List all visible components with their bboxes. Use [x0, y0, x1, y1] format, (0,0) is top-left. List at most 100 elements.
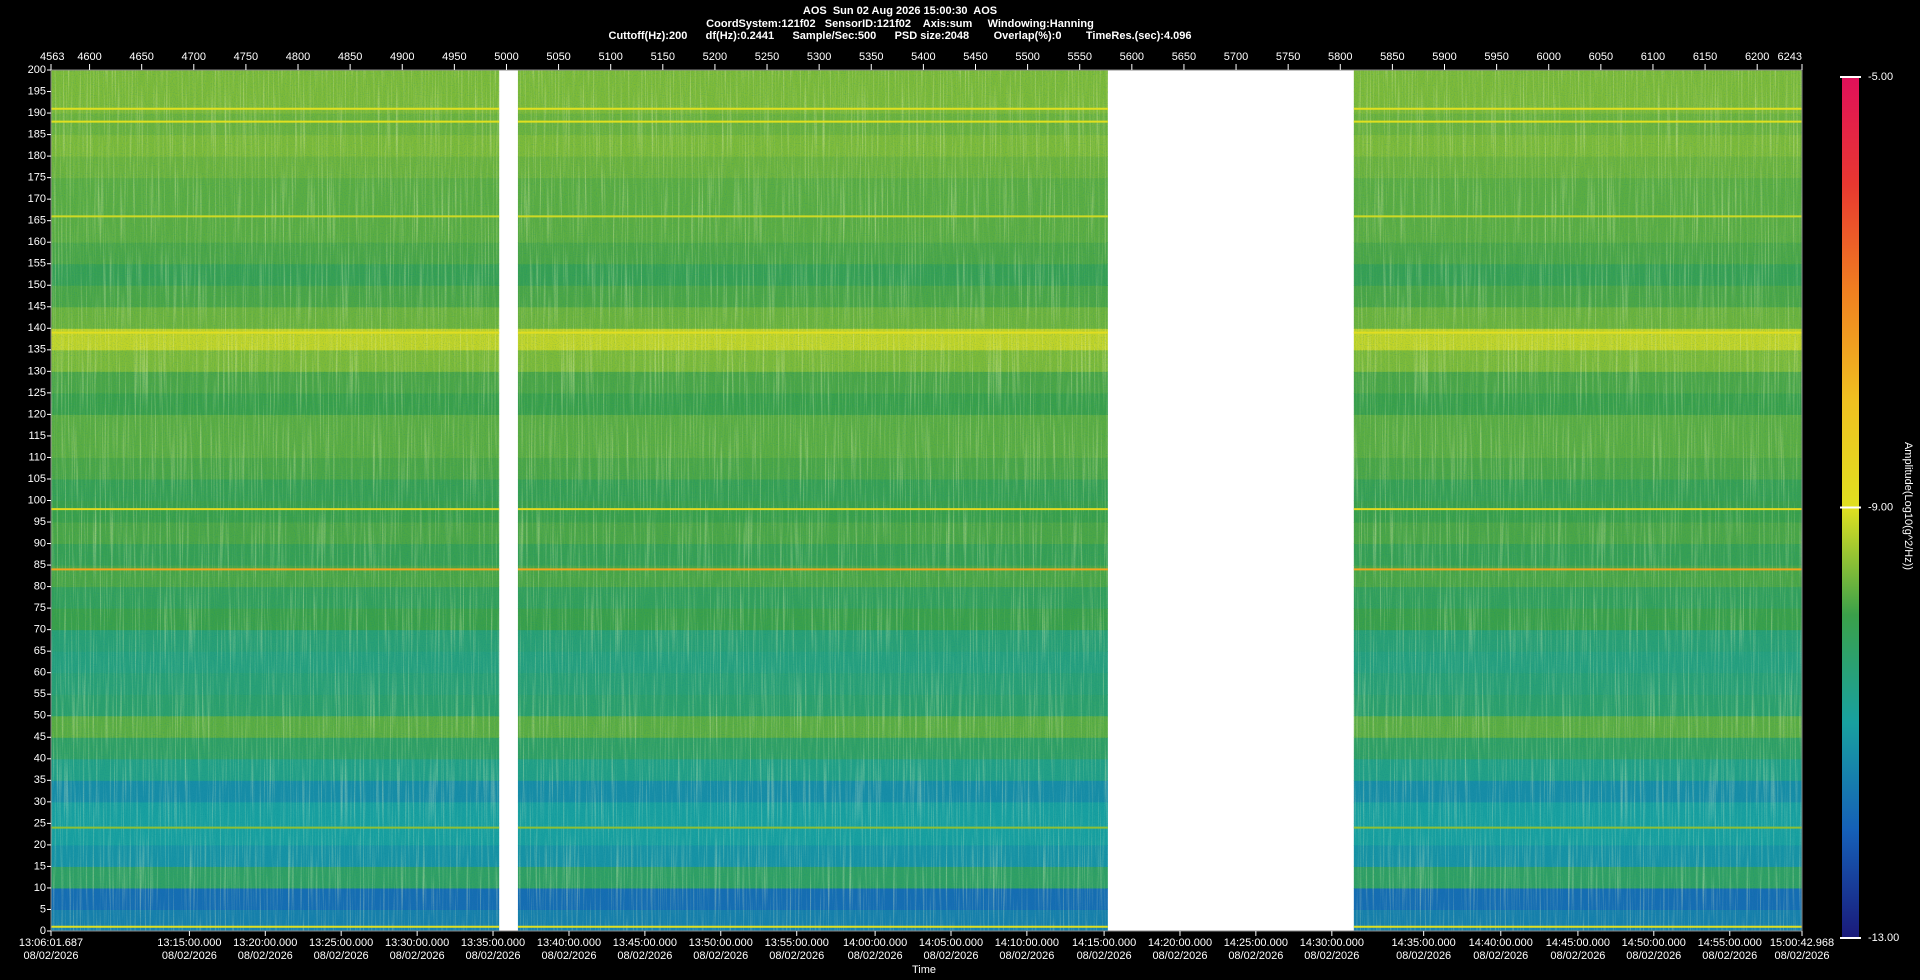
y-tick-label: 155: [28, 258, 46, 270]
y-tick-label: 65: [34, 645, 46, 657]
y-tick-label: 115: [28, 430, 46, 442]
y-tick-label: 75: [34, 602, 46, 614]
y-tick-label: 150: [28, 279, 46, 291]
x-tick-label: 4600: [77, 51, 101, 63]
y-tick-label: 190: [28, 107, 46, 119]
y-tick-label: 130: [28, 365, 46, 377]
time-tick-label: 13:06:01.687: [19, 937, 83, 949]
time-tick-date: 08/02/2026: [1396, 950, 1451, 962]
y-tick-label: 20: [34, 839, 46, 851]
time-tick-date: 08/02/2026: [1304, 950, 1359, 962]
time-tick-date: 08/02/2026: [1774, 950, 1829, 962]
time-tick-label: 14:20:00.000: [1148, 937, 1212, 949]
x-tick-label: 5500: [1015, 51, 1039, 63]
y-tick-label: 15: [34, 860, 46, 872]
time-tick-label: 14:05:00.000: [919, 937, 983, 949]
time-tick-date: 08/02/2026: [1550, 950, 1605, 962]
time-tick-label: 13:45:00.000: [613, 937, 677, 949]
y-tick-label: 55: [34, 688, 46, 700]
y-tick-label: 200: [28, 64, 46, 76]
x-tick-label: 5150: [651, 51, 675, 63]
time-tick-label: 13:55:00.000: [765, 937, 829, 949]
y-tick-label: 135: [28, 344, 46, 356]
y-tick-label: 50: [34, 710, 46, 722]
x-tick-label: 5650: [1172, 51, 1196, 63]
x-tick-label: 4650: [129, 51, 153, 63]
y-tick-label: 10: [34, 882, 46, 894]
x-tick-label: 6150: [1693, 51, 1717, 63]
time-tick-date: 08/02/2026: [693, 950, 748, 962]
y-tick-label: 160: [28, 236, 46, 248]
y-tick-label: 185: [28, 128, 46, 140]
time-tick-label: 15:00:42.968: [1770, 937, 1834, 949]
settings-line: Cuttoff(Hz):200 df(Hz):0.2441 Sample/Sec…: [609, 30, 1192, 42]
time-tick-label: 14:30:00.000: [1300, 937, 1364, 949]
time-tick-label: 13:35:00.000: [461, 937, 525, 949]
x-tick-label: 4900: [390, 51, 414, 63]
x-tick-label: 5450: [963, 51, 987, 63]
x-tick-label: 5300: [807, 51, 831, 63]
time-tick-label: 14:35:00.000: [1392, 937, 1456, 949]
y-tick-label: 5: [40, 903, 46, 915]
x-tick-label: 5600: [1120, 51, 1144, 63]
x-tick-label: 6050: [1589, 51, 1613, 63]
x-tick-label: 6243: [1778, 51, 1802, 63]
y-tick-label: 165: [28, 215, 46, 227]
x-tick-label: 5100: [598, 51, 622, 63]
time-tick-date: 08/02/2026: [1473, 950, 1528, 962]
x-tick-label: 6200: [1745, 51, 1769, 63]
time-tick-date: 08/02/2026: [162, 950, 217, 962]
time-tick-date: 08/02/2026: [314, 950, 369, 962]
time-tick-date: 08/02/2026: [848, 950, 903, 962]
time-tick-label: 13:20:00.000: [233, 937, 297, 949]
time-tick-label: 14:50:00.000: [1622, 937, 1686, 949]
x-tick-label: 5950: [1484, 51, 1508, 63]
y-tick-label: 25: [34, 817, 46, 829]
time-tick-label: 14:25:00.000: [1224, 937, 1288, 949]
y-tick-label: 105: [28, 473, 46, 485]
x-tick-label: 6000: [1536, 51, 1560, 63]
time-tick-label: 14:15:00.000: [1072, 937, 1136, 949]
time-tick-label: 13:25:00.000: [309, 937, 373, 949]
x-tick-label: 4750: [234, 51, 258, 63]
x-tick-label: 5400: [911, 51, 935, 63]
y-tick-label: 110: [28, 451, 46, 463]
y-tick-label: 30: [34, 796, 46, 808]
x-tick-label: 6100: [1641, 51, 1665, 63]
colorbar-tick-label: -5.00: [1868, 71, 1893, 83]
x-tick-label: 5800: [1328, 51, 1352, 63]
time-tick-date: 08/02/2026: [999, 950, 1054, 962]
y-tick-label: 40: [34, 753, 46, 765]
x-tick-label: 5050: [546, 51, 570, 63]
x-tick-label: 5200: [703, 51, 727, 63]
time-tick-date: 08/02/2026: [769, 950, 824, 962]
time-tick-date: 08/02/2026: [923, 950, 978, 962]
x-axis-label: Time: [912, 964, 936, 976]
chart-title: AOS Sun 02 Aug 2026 15:00:30 AOS: [803, 5, 997, 17]
y-tick-label: 140: [28, 322, 46, 334]
y-tick-label: 195: [28, 85, 46, 97]
y-tick-label: 60: [34, 667, 46, 679]
colorbar-label: Amplitude(Log10(g^2/Hz)): [1902, 442, 1914, 570]
y-tick-label: 35: [34, 774, 46, 786]
x-tick-label: 5900: [1432, 51, 1456, 63]
colorbar-tick-label: -13.00: [1868, 932, 1899, 944]
y-tick-label: 95: [34, 516, 46, 528]
x-tick-label: 4800: [286, 51, 310, 63]
x-tick-label: 5700: [1224, 51, 1248, 63]
x-tick-label: 5250: [755, 51, 779, 63]
y-tick-label: 120: [28, 408, 46, 420]
axes: 4563 4600 4650 4700 4750 4800 4850 4900 4950 5000…: [19, 51, 1899, 962]
time-tick-date: 08/02/2026: [23, 950, 78, 962]
texture: [51, 70, 1802, 931]
time-tick-date: 08/02/2026: [1152, 950, 1207, 962]
x-tick-label: 4850: [338, 51, 362, 63]
x-tick-label: 4563: [40, 51, 64, 63]
x-tick-label: 5350: [859, 51, 883, 63]
y-tick-label: 0: [40, 925, 46, 937]
speckle-texture: [51, 70, 1802, 931]
y-tick-label: 180: [28, 150, 46, 162]
x-tick-label: 5550: [1067, 51, 1091, 63]
time-tick-label: 13:15:00.000: [157, 937, 221, 949]
